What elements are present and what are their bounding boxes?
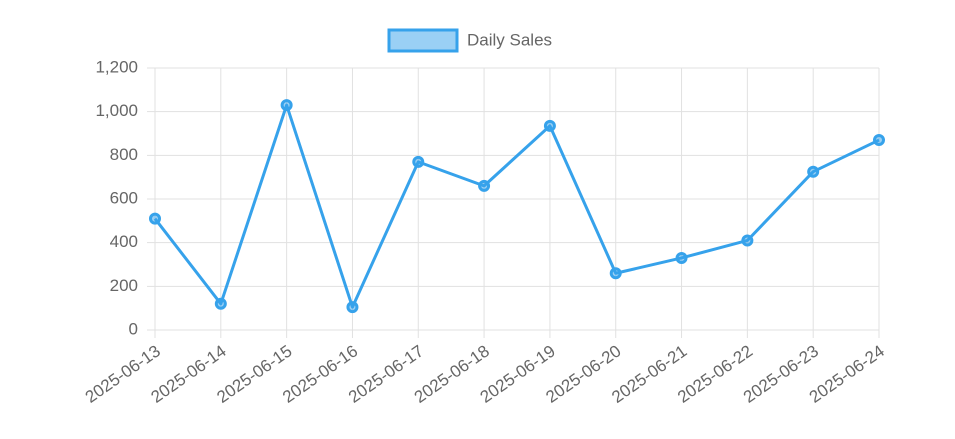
y-tick-label: 0 — [129, 319, 138, 338]
data-point — [807, 165, 820, 178]
data-point — [346, 301, 359, 314]
series-line — [153, 103, 880, 309]
y-tick-label: 400 — [110, 232, 138, 251]
data-point — [609, 267, 622, 280]
data-point — [873, 134, 885, 147]
legend-label: Daily Sales — [467, 30, 552, 49]
y-tick-label: 600 — [110, 188, 138, 207]
y-tick-label: 1,000 — [95, 101, 138, 120]
data-point — [149, 212, 161, 225]
data-point — [478, 179, 491, 192]
data-point — [543, 119, 556, 132]
y-tick-label: 200 — [110, 276, 138, 295]
x-tick-label: 2025-06-24 — [806, 341, 888, 406]
y-tick-label: 1,200 — [95, 57, 138, 76]
data-point — [675, 251, 688, 264]
legend-item: Daily Sales — [387, 28, 552, 53]
data-point — [280, 99, 293, 112]
data-point — [412, 155, 425, 168]
y-tick-label: 800 — [110, 145, 138, 164]
data-point — [214, 297, 227, 310]
legend-swatch — [387, 28, 459, 53]
data-point — [741, 234, 754, 247]
